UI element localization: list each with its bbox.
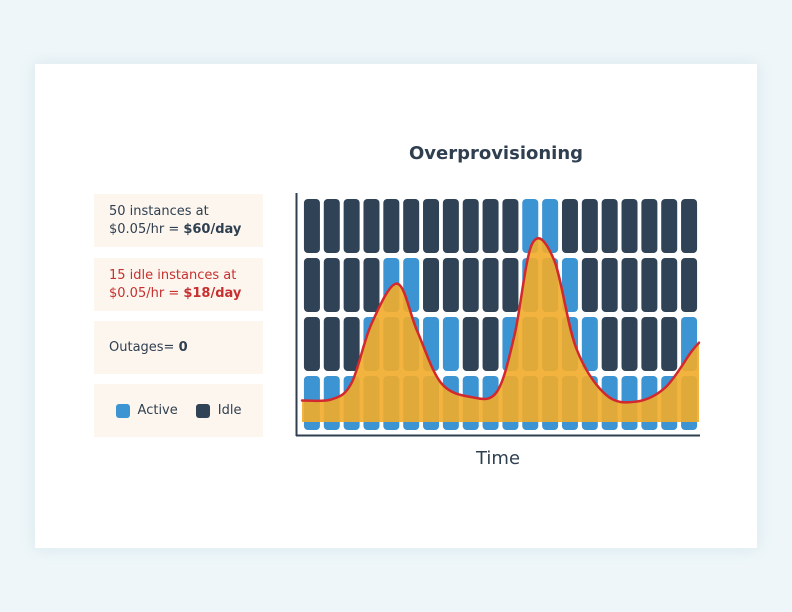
instance-block xyxy=(661,258,678,312)
instance-block xyxy=(621,317,638,371)
instance-block xyxy=(423,199,440,253)
legend-label-active: Active xyxy=(137,402,178,418)
instance-block xyxy=(462,199,479,253)
cost-summary-box: 50 instances at $0.05/hr = $60/day xyxy=(94,194,263,247)
instance-block xyxy=(502,199,519,253)
cost-summary-rate: $0.05/hr = xyxy=(109,221,184,237)
instance-block xyxy=(403,199,420,253)
legend-swatch-active xyxy=(115,403,130,418)
instance-block xyxy=(681,199,698,253)
instance-block xyxy=(581,258,598,312)
instance-block xyxy=(462,258,479,312)
instance-block xyxy=(363,258,380,312)
instance-block xyxy=(601,317,618,371)
cost-summary-total: $60/day xyxy=(183,221,242,237)
cost-summary-line1: 50 instances at xyxy=(109,203,209,219)
instance-block xyxy=(502,258,519,312)
instance-block xyxy=(323,199,340,253)
instance-block xyxy=(462,317,479,371)
instance-block xyxy=(601,199,618,253)
legend-swatch-idle xyxy=(195,403,210,418)
instance-block xyxy=(641,258,658,312)
instance-block xyxy=(442,258,459,312)
instance-block xyxy=(303,199,320,253)
instance-block xyxy=(383,199,400,253)
instance-block xyxy=(621,258,638,312)
instance-block xyxy=(343,258,360,312)
outages-value: 0 xyxy=(178,339,188,355)
instance-block xyxy=(681,258,698,312)
instance-block xyxy=(303,317,320,371)
instance-block xyxy=(482,258,499,312)
instance-block xyxy=(641,317,658,371)
outages-box: Outages= 0 xyxy=(94,321,263,374)
instance-block xyxy=(661,199,678,253)
instance-block xyxy=(561,258,578,312)
instance-block xyxy=(363,199,380,253)
instance-block xyxy=(661,317,678,371)
instance-block xyxy=(581,317,598,371)
legend-box: Active Idle xyxy=(94,384,263,437)
legend-item-active: Active xyxy=(115,402,178,420)
idle-cost-line1: 15 idle instances at xyxy=(109,267,237,283)
idle-cost-rate: $0.05/hr = xyxy=(109,285,184,301)
instance-block xyxy=(581,199,598,253)
x-axis-label: Time xyxy=(475,448,521,469)
chart-title: Overprovisioning xyxy=(408,143,584,164)
legend-label-idle: Idle xyxy=(217,402,242,418)
instance-block xyxy=(442,317,459,371)
instance-block xyxy=(343,317,360,371)
instance-block xyxy=(542,199,559,253)
demand-area xyxy=(302,238,699,422)
instance-block xyxy=(601,258,618,312)
instance-block xyxy=(323,317,340,371)
idle-cost-total: $18/day xyxy=(183,285,242,301)
instance-block xyxy=(323,258,340,312)
instance-block xyxy=(641,199,658,253)
instance-block xyxy=(343,199,360,253)
instance-block xyxy=(561,199,578,253)
outages-label: Outages= xyxy=(109,339,179,355)
instance-block xyxy=(303,258,320,312)
instance-block xyxy=(423,258,440,312)
instance-block xyxy=(482,317,499,371)
instance-block xyxy=(482,199,499,253)
idle-cost-box: 15 idle instances at $0.05/hr = $18/day xyxy=(94,258,263,311)
demand-curve-line xyxy=(300,237,701,404)
instance-block xyxy=(621,199,638,253)
legend-item-idle: Idle xyxy=(195,402,242,420)
instance-block xyxy=(442,199,459,253)
